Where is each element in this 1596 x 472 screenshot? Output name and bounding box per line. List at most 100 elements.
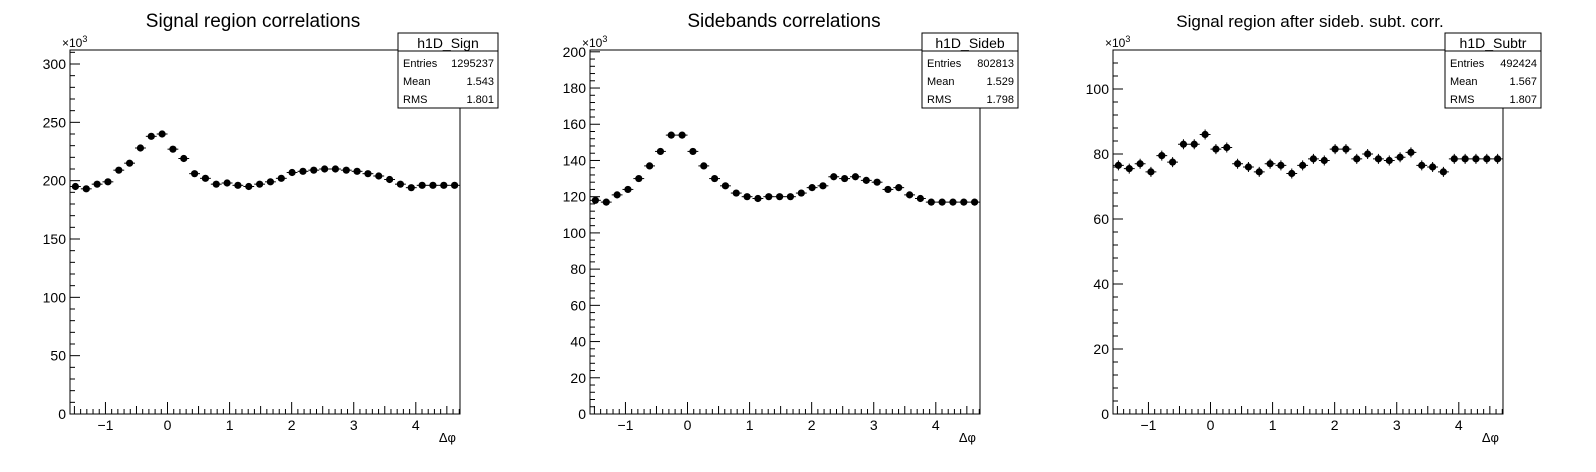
y-tick-label: 80	[570, 261, 586, 277]
data-point	[319, 165, 331, 173]
stats-label-entries: Entries	[403, 58, 438, 70]
x-tick-label: 2	[288, 417, 296, 433]
data-point	[405, 184, 417, 192]
data-point	[416, 181, 428, 189]
marker	[1439, 168, 1448, 176]
marker	[223, 179, 231, 187]
stats-value-entries: 802813	[977, 58, 1014, 70]
marker	[115, 166, 123, 174]
marker	[1255, 168, 1263, 176]
data-point	[1134, 158, 1146, 169]
marker	[1299, 161, 1307, 169]
data-point	[91, 180, 103, 188]
data-point	[1221, 142, 1233, 153]
marker	[938, 198, 946, 206]
data-point	[871, 178, 883, 186]
x-axis-label: Δφ	[959, 430, 976, 445]
data-point	[189, 170, 200, 178]
marker	[1223, 143, 1231, 152]
stats-value-rms: 1.798	[986, 94, 1014, 106]
data-point	[1253, 166, 1265, 177]
x-tick-label: 3	[1393, 417, 1401, 433]
marker	[169, 145, 177, 153]
marker	[93, 180, 101, 188]
x-tick-label: 3	[350, 417, 358, 433]
stats-value-rms: 1.807	[1509, 94, 1537, 106]
marker	[1158, 152, 1166, 160]
data-point	[135, 144, 146, 152]
stats-box-frame	[397, 32, 499, 109]
y-tick-label: 0	[58, 406, 66, 422]
marker	[450, 181, 459, 189]
marker	[765, 193, 773, 201]
y-axis-exponent: ×103	[1105, 34, 1130, 50]
data-point	[330, 165, 341, 173]
y-tick-label: 100	[1086, 81, 1110, 97]
marker	[1472, 155, 1480, 163]
data-point	[882, 185, 894, 194]
marker	[440, 181, 448, 189]
data-point	[709, 174, 720, 183]
data-point	[69, 182, 81, 191]
data-point	[384, 175, 396, 184]
data-point	[427, 181, 439, 189]
marker	[624, 185, 632, 194]
marker	[342, 166, 350, 174]
data-point	[373, 172, 385, 180]
data-point	[958, 198, 970, 206]
data-point	[1405, 147, 1417, 158]
marker	[418, 181, 426, 189]
data-point	[1275, 160, 1287, 171]
data-point	[1427, 162, 1439, 172]
marker	[266, 178, 275, 186]
marker	[353, 167, 361, 175]
y-tick-label: 300	[43, 56, 67, 72]
data-point	[1232, 158, 1243, 169]
data-point	[904, 191, 916, 199]
plot-frame	[589, 49, 981, 415]
y-tick-label: 200	[43, 173, 67, 189]
marker	[190, 170, 199, 178]
data-point	[644, 162, 656, 170]
marker	[180, 154, 188, 163]
y-tick-label: 250	[43, 114, 67, 130]
data-point	[860, 176, 872, 184]
data-point	[622, 185, 634, 194]
data-point	[1459, 153, 1471, 164]
marker	[1233, 160, 1242, 168]
marker	[808, 184, 816, 192]
stats-label-mean: Mean	[1450, 76, 1478, 88]
marker	[375, 172, 383, 180]
marker	[1450, 155, 1458, 163]
chart-title: Signal region after sideb. subt. corr.	[1176, 12, 1443, 31]
marker	[1483, 155, 1491, 163]
chart-panel-3: Signal region after sideb. subt. corr. ×1…	[1086, 12, 1542, 445]
y-tick-label: 60	[570, 297, 586, 313]
stats-box: h1D_Sign Entries 1295237 Mean 1.543 RMS 1.801	[397, 32, 499, 109]
y-axis-exponent: ×103	[62, 34, 87, 50]
marker	[862, 176, 870, 184]
data-point	[925, 198, 937, 206]
y-tick-label: 150	[43, 231, 67, 247]
data-point	[1178, 139, 1189, 150]
stats-value-mean: 1.567	[1509, 76, 1537, 88]
data-point	[676, 131, 688, 139]
marker	[754, 194, 762, 203]
marker	[1407, 148, 1415, 156]
marker	[797, 189, 805, 197]
data-point	[600, 198, 612, 206]
marker	[310, 166, 318, 174]
stats-value-mean: 1.529	[986, 76, 1014, 88]
data-point	[1383, 155, 1395, 166]
stats-histogram-name: h1D_Sideb	[935, 35, 1004, 51]
marker	[906, 191, 914, 199]
data-point	[1470, 153, 1482, 164]
data-point	[265, 178, 276, 186]
marker	[407, 184, 415, 192]
stats-value-entries: 1295237	[451, 58, 494, 70]
marker	[884, 185, 892, 194]
stats-box-frame	[921, 32, 1019, 109]
stats-histogram-name: h1D_Subtr	[1460, 35, 1527, 51]
x-tick-label: 1	[226, 417, 234, 433]
